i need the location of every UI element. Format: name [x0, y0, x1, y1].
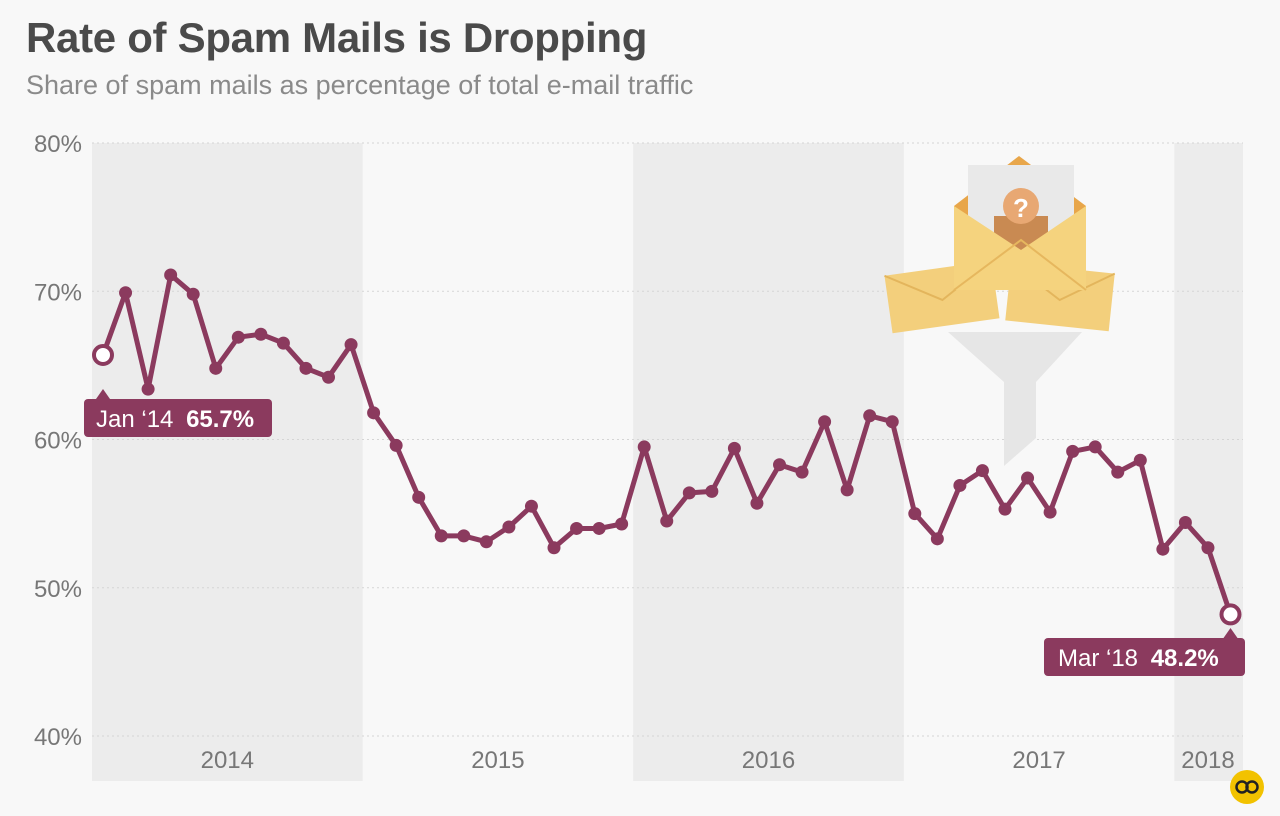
gridlines — [92, 142, 1243, 737]
data-point — [885, 415, 899, 429]
data-point — [322, 370, 335, 384]
data-points — [92, 268, 1242, 626]
data-point — [186, 287, 200, 301]
y-tick-label: 40% — [34, 724, 82, 751]
x-tick-label: 2016 — [742, 747, 795, 774]
data-point — [863, 409, 877, 423]
data-point — [953, 478, 967, 492]
chart-title: Rate of Spam Mails is Dropping — [26, 14, 648, 61]
data-point — [998, 502, 1012, 516]
start-annotation-value: 65.7% — [186, 406, 254, 433]
x-tick-label: 2018 — [1181, 747, 1234, 774]
data-point — [637, 440, 651, 454]
data-point — [660, 514, 674, 528]
data-point — [547, 541, 561, 555]
data-point — [727, 441, 741, 455]
data-point — [1021, 471, 1035, 485]
data-point — [1043, 505, 1057, 519]
x-tick-label: 2017 — [1012, 747, 1065, 774]
end-annotation-value: 48.2% — [1151, 645, 1219, 672]
data-point — [367, 406, 381, 420]
data-point — [1201, 541, 1215, 555]
data-point — [141, 382, 155, 396]
data-point — [524, 499, 538, 513]
y-tick-label: 60% — [34, 428, 82, 455]
data-point — [795, 465, 809, 479]
data-point — [705, 484, 719, 498]
data-point — [434, 529, 448, 543]
year-band-2014 — [92, 143, 363, 781]
svg-text:Mar ‘18 48.2%: Mar ‘18 48.2% — [1058, 645, 1219, 672]
y-tick-label: 80% — [34, 131, 82, 158]
year-band-2018 — [1174, 143, 1243, 781]
data-point — [930, 532, 944, 546]
statista-logo — [1230, 770, 1264, 804]
end-annotation-date: Mar ‘18 — [1058, 645, 1138, 672]
data-point — [818, 415, 832, 429]
start-annotation: Jan ‘14 65.7% — [84, 389, 272, 437]
data-point — [1066, 444, 1080, 458]
data-point — [1156, 542, 1170, 556]
start-annotation-date: Jan ‘14 — [96, 406, 173, 433]
data-point — [254, 327, 268, 341]
x-axis-year-labels: 2014 2015 2016 2017 2018 — [201, 747, 1235, 774]
y-tick-label: 50% — [34, 576, 82, 603]
data-point — [164, 268, 178, 282]
data-point — [570, 521, 584, 535]
data-point — [615, 517, 629, 531]
data-point — [975, 464, 989, 478]
data-point — [231, 330, 245, 344]
data-point — [1133, 453, 1147, 467]
data-point — [1088, 440, 1102, 454]
data-point — [502, 520, 516, 534]
year-band-2016 — [633, 143, 904, 781]
data-point — [276, 336, 290, 350]
data-point — [682, 486, 696, 500]
data-point — [344, 338, 358, 352]
y-tick-label: 70% — [34, 279, 82, 306]
data-point — [479, 535, 493, 549]
svg-text:Jan ‘14 65.7%: Jan ‘14 65.7% — [96, 406, 254, 433]
data-point — [773, 458, 786, 472]
data-point — [119, 286, 133, 300]
data-point — [299, 361, 313, 375]
data-point — [209, 361, 223, 375]
spam-envelope-funnel-icon: ? — [884, 156, 1116, 466]
x-tick-label: 2015 — [471, 747, 524, 774]
start-point-marker — [92, 343, 114, 366]
data-point — [840, 483, 854, 497]
data-point — [750, 496, 764, 510]
data-point — [592, 521, 606, 535]
svg-text:?: ? — [1013, 193, 1029, 223]
data-point — [412, 490, 426, 504]
y-axis-ticks: 40% 50% 60% 70% 80% — [34, 131, 82, 751]
data-point — [389, 438, 403, 452]
data-point — [1111, 465, 1125, 479]
data-point — [457, 529, 471, 543]
x-tick-label: 2014 — [201, 747, 254, 774]
end-annotation: Mar ‘18 48.2% — [1044, 628, 1245, 676]
chart-subtitle: Share of spam mails as percentage of tot… — [26, 70, 694, 100]
end-point-marker — [1219, 603, 1242, 626]
data-point — [1178, 516, 1192, 530]
data-point — [908, 507, 922, 521]
